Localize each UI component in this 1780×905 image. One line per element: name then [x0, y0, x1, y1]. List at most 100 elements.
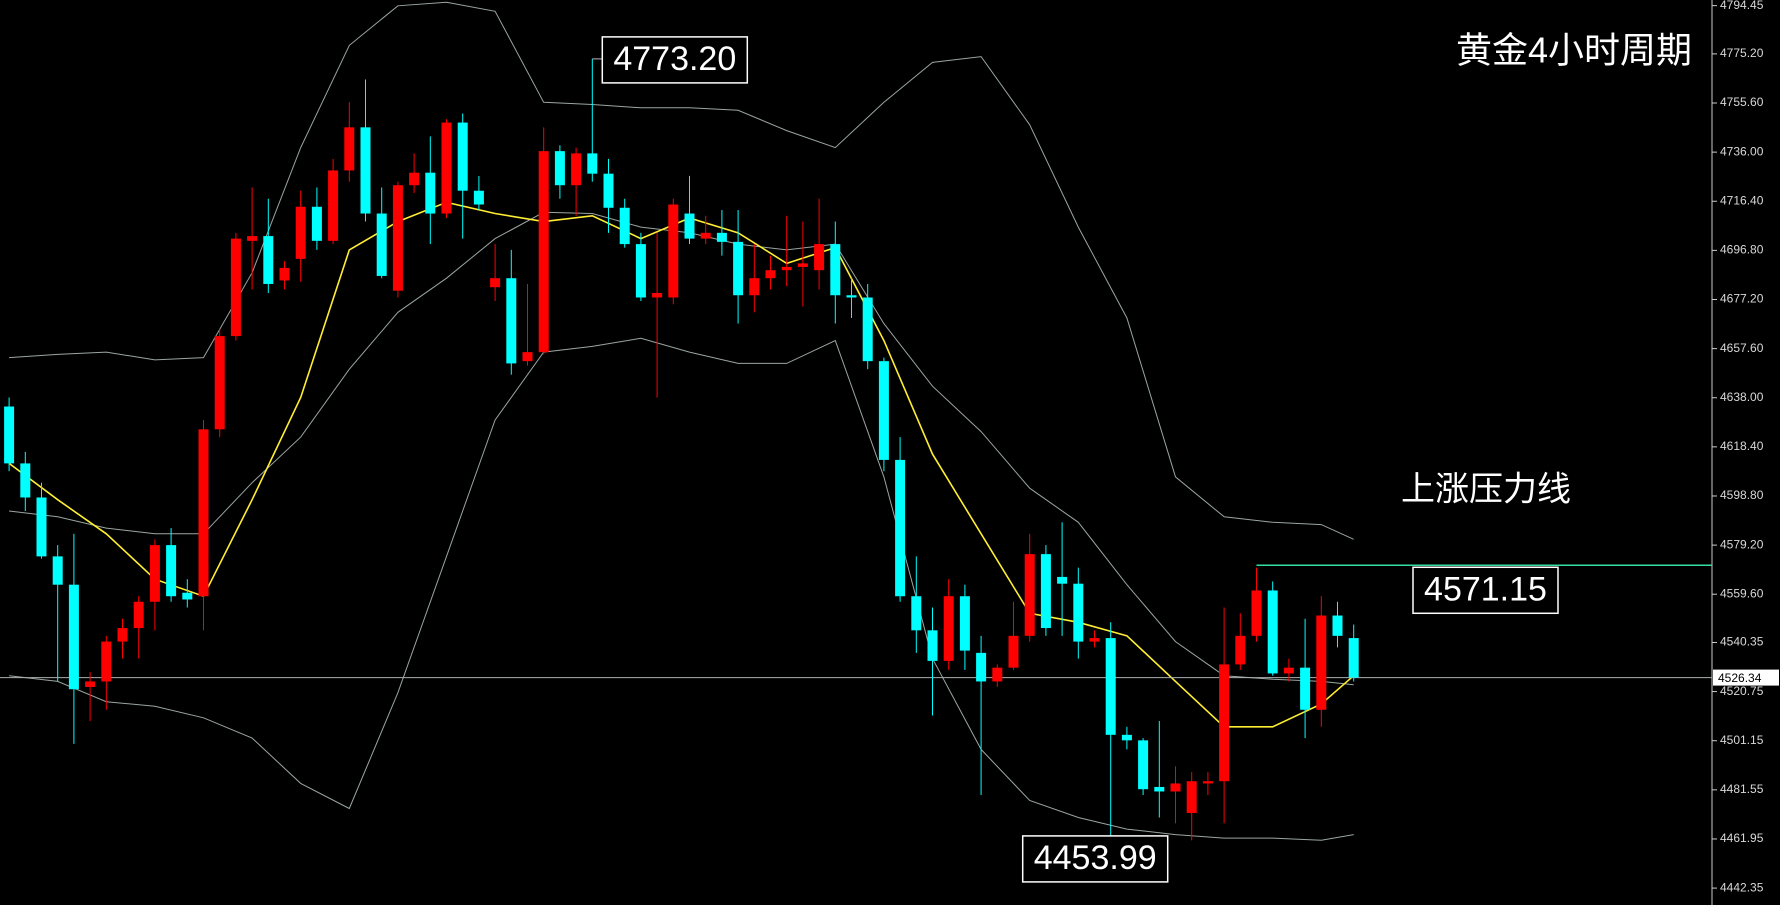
- candle-body: [52, 556, 63, 585]
- candle-body: [166, 545, 177, 597]
- y-tick-label: 4598.80: [1720, 488, 1764, 502]
- y-tick-label: 4481.55: [1720, 782, 1764, 796]
- candle-body: [1202, 781, 1213, 784]
- candle-body: [1057, 576, 1068, 584]
- candle-body: [1024, 554, 1035, 636]
- candle-body: [214, 336, 225, 430]
- candle-body: [1040, 554, 1051, 629]
- candle-body: [700, 232, 711, 239]
- annotation-box: [601, 36, 749, 84]
- candle-body: [797, 263, 808, 267]
- candle-body: [862, 297, 873, 362]
- candle-body: [117, 628, 128, 642]
- candle-body: [716, 232, 727, 242]
- candle-body: [1089, 638, 1100, 642]
- candle-body: [263, 236, 274, 284]
- y-tick-label: 4696.80: [1720, 243, 1764, 257]
- candle-body: [1267, 590, 1278, 674]
- resistance-value: 4571.15: [1424, 570, 1547, 608]
- candle-body: [749, 278, 760, 296]
- indicator-line: [9, 337, 1354, 841]
- y-tick-label: 4618.40: [1720, 439, 1764, 453]
- candle-body: [85, 681, 96, 687]
- y-tick-label: 4775.20: [1720, 46, 1764, 60]
- candle-body: [1219, 664, 1230, 782]
- y-tick-label: 4501.15: [1720, 733, 1764, 747]
- candle-body: [279, 267, 290, 281]
- candle-body: [1154, 786, 1165, 792]
- candle-body: [198, 429, 209, 597]
- candle-body: [409, 172, 420, 186]
- candle-body: [68, 584, 79, 690]
- candle-body: [247, 236, 258, 241]
- candle-body: [311, 206, 322, 241]
- candle-body: [473, 190, 484, 205]
- y-tick-label: 4520.75: [1720, 684, 1764, 698]
- last-price-label: 4526.34: [1718, 671, 1762, 685]
- candle-body: [992, 667, 1003, 682]
- y-tick-label: 4461.95: [1720, 831, 1764, 845]
- candle-body: [376, 213, 387, 276]
- candle-body: [20, 463, 31, 498]
- candle-body: [360, 127, 371, 214]
- y-tick-label: 4677.20: [1720, 292, 1764, 306]
- last-price-tag: [1713, 669, 1779, 686]
- candle-body: [943, 596, 954, 661]
- candle-body: [878, 361, 889, 460]
- candle-body: [1121, 734, 1132, 741]
- candle-body: [1073, 583, 1084, 642]
- candle-body: [976, 652, 987, 682]
- candle-body: [927, 630, 938, 661]
- candle-body: [959, 596, 970, 651]
- candle-body: [1138, 740, 1149, 790]
- candle-body: [36, 497, 47, 557]
- candle-body: [684, 213, 695, 239]
- candle-body: [392, 185, 403, 291]
- candle-body: [603, 173, 614, 208]
- candle-body: [846, 295, 857, 298]
- y-tick-label: 4540.35: [1720, 635, 1764, 649]
- candle-body: [1186, 781, 1197, 814]
- candle-body: [506, 278, 517, 364]
- y-tick-label: 4442.35: [1720, 880, 1764, 894]
- candle-body: [668, 204, 679, 298]
- candle-body: [328, 170, 339, 241]
- candle-body: [781, 266, 792, 271]
- resistance-label: 上涨压力线: [1401, 470, 1571, 508]
- annotation-label: 4453.99: [1034, 839, 1157, 877]
- chart-title: 黄金4小时周期: [1456, 30, 1692, 71]
- candle-body: [425, 172, 436, 214]
- candle-body: [1348, 638, 1359, 678]
- candle-body: [652, 292, 663, 298]
- y-tick-label: 4755.60: [1720, 95, 1764, 109]
- candle-body: [635, 244, 646, 298]
- candle-body: [814, 244, 825, 271]
- candle-body: [230, 238, 241, 337]
- y-tick-label: 4736.00: [1720, 144, 1764, 158]
- candle-body: [1105, 638, 1116, 735]
- candle-body: [911, 596, 922, 631]
- candle-body: [895, 459, 906, 597]
- candle-body: [344, 127, 355, 171]
- candle-body: [1332, 615, 1343, 636]
- y-tick-label: 4559.60: [1720, 586, 1764, 600]
- y-tick-label: 4716.40: [1720, 193, 1764, 207]
- y-tick-label: 4794.45: [1720, 0, 1764, 12]
- candle-body: [1316, 615, 1327, 710]
- candle-body: [1008, 635, 1019, 668]
- candle-body: [133, 601, 144, 629]
- candle-body: [1235, 635, 1246, 665]
- candle-body: [733, 241, 744, 296]
- candle-body: [1300, 667, 1311, 710]
- candle-body: [149, 545, 160, 602]
- candle-body: [587, 153, 598, 174]
- y-tick-label: 4638.00: [1720, 390, 1764, 404]
- candle-body: [295, 206, 306, 259]
- candle-body: [101, 641, 112, 682]
- candle-body: [522, 352, 533, 362]
- candle-body: [441, 122, 452, 214]
- candle-body: [619, 207, 630, 245]
- candle-body: [554, 151, 565, 186]
